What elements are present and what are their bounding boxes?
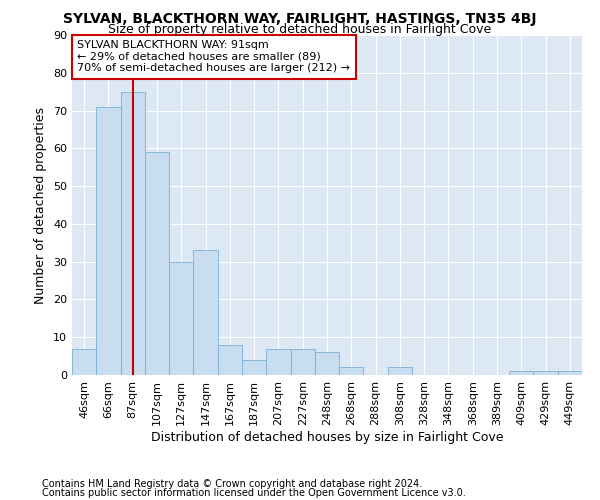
Bar bbox=[96, 107, 121, 375]
Bar bbox=[509, 371, 533, 375]
Bar bbox=[339, 368, 364, 375]
Bar bbox=[266, 348, 290, 375]
Bar bbox=[315, 352, 339, 375]
Bar bbox=[72, 348, 96, 375]
Bar bbox=[169, 262, 193, 375]
Y-axis label: Number of detached properties: Number of detached properties bbox=[34, 106, 47, 304]
Bar bbox=[388, 368, 412, 375]
Text: Size of property relative to detached houses in Fairlight Cove: Size of property relative to detached ho… bbox=[109, 22, 491, 36]
Bar bbox=[290, 348, 315, 375]
Bar bbox=[218, 345, 242, 375]
Text: Contains public sector information licensed under the Open Government Licence v3: Contains public sector information licen… bbox=[42, 488, 466, 498]
Bar bbox=[145, 152, 169, 375]
Bar bbox=[558, 371, 582, 375]
Text: Contains HM Land Registry data © Crown copyright and database right 2024.: Contains HM Land Registry data © Crown c… bbox=[42, 479, 422, 489]
Bar bbox=[121, 92, 145, 375]
Text: SYLVAN, BLACKTHORN WAY, FAIRLIGHT, HASTINGS, TN35 4BJ: SYLVAN, BLACKTHORN WAY, FAIRLIGHT, HASTI… bbox=[63, 12, 537, 26]
Bar bbox=[533, 371, 558, 375]
Bar bbox=[242, 360, 266, 375]
Bar bbox=[193, 250, 218, 375]
Text: SYLVAN BLACKTHORN WAY: 91sqm
← 29% of detached houses are smaller (89)
70% of se: SYLVAN BLACKTHORN WAY: 91sqm ← 29% of de… bbox=[77, 40, 350, 74]
X-axis label: Distribution of detached houses by size in Fairlight Cove: Distribution of detached houses by size … bbox=[151, 430, 503, 444]
